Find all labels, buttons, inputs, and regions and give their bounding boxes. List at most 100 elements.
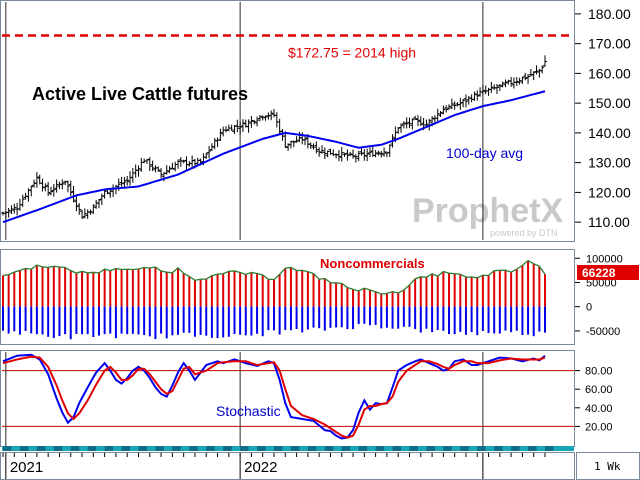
ohlc-bar	[319, 145, 324, 154]
ohlc-bar	[65, 180, 70, 193]
ohlc-bar	[435, 108, 440, 122]
strip-segment	[240, 446, 249, 451]
cot-last-value-bg	[577, 265, 639, 280]
ohlc-bar	[526, 74, 531, 84]
ohlc-bar	[444, 105, 449, 113]
strip-segment	[19, 446, 29, 451]
ohlc-bar	[509, 76, 514, 87]
stochastic-d-line	[2, 355, 546, 439]
ohlc-bar	[170, 162, 175, 170]
ohlc-bar	[164, 165, 169, 175]
ohlc-bar	[277, 118, 282, 134]
ohlc-bar	[232, 125, 237, 135]
ohlc-bar	[125, 175, 130, 186]
cot-last-value-badge: 66228	[577, 265, 639, 280]
price-tick-label: 150.00	[588, 95, 631, 111]
ohlc-bar	[438, 111, 443, 117]
ohlc-bar	[543, 55, 547, 67]
strip-segment	[375, 446, 385, 451]
ohlc-bar	[537, 68, 542, 78]
ohlc-bar	[415, 115, 420, 127]
stochastic-lines	[2, 353, 546, 440]
ohlc-bar	[224, 126, 229, 133]
ohlc-bar	[311, 143, 316, 150]
periodicity-label: 1 Wk	[594, 460, 621, 473]
strip-segment	[290, 446, 300, 451]
ohlc-bar	[495, 83, 500, 94]
ohlc-bar	[159, 168, 164, 179]
ohlc-bar	[283, 131, 288, 148]
strip-segment	[53, 446, 63, 451]
ohlc-bar	[534, 65, 539, 75]
ohlc-bar	[362, 149, 367, 161]
ohlc-bar	[503, 79, 508, 88]
ma-100-day-line	[2, 90, 546, 224]
ohlc-bar	[466, 95, 471, 105]
strip-bg	[2, 446, 574, 451]
ohlc-bar	[523, 72, 528, 81]
ohlc-bar	[424, 119, 429, 127]
ohlc-bar	[91, 204, 96, 214]
ohlc-bar	[46, 182, 51, 196]
x-axis-panel	[0, 452, 575, 480]
ohlc-bar	[528, 68, 533, 77]
strip-segment	[324, 446, 334, 451]
ohlc-bar	[367, 147, 372, 158]
ohlc-bar	[517, 77, 522, 85]
ohlc-bar	[291, 140, 296, 148]
x-axis-label: 2021	[10, 459, 43, 476]
stochastic-bottom-strip	[2, 446, 574, 451]
stochastic-vlines	[5, 352, 484, 446]
ohlc-bar	[6, 208, 11, 218]
cot-bars	[2, 260, 546, 340]
stochastic-axis: 80.00 60.00 40.00 20.00	[575, 366, 613, 433]
strip-segment	[121, 446, 131, 451]
ohlc-bar	[458, 97, 463, 110]
ohlc-bar	[238, 121, 243, 135]
ohlc-bar	[461, 98, 466, 108]
ohlc-bar	[218, 128, 223, 142]
cot-panel[interactable]	[0, 249, 575, 345]
watermark-sub: powered by DTN	[490, 228, 558, 238]
ohlc-bar	[373, 149, 378, 158]
ohlc-bar	[342, 152, 347, 157]
price-vlines	[5, 2, 484, 240]
cot-tick-label: 100000	[586, 253, 623, 265]
ohlc-bar	[480, 85, 485, 96]
ohlc-bar	[54, 179, 59, 193]
ohlc-bar	[60, 179, 65, 190]
ohlc-bar	[531, 71, 536, 80]
ohlc-bar	[322, 147, 327, 160]
stochastic-label: Stochastic	[216, 403, 281, 419]
ohlc-bar	[286, 143, 291, 151]
strip-segment	[138, 446, 147, 451]
x-axis: 2021 2022	[2, 453, 546, 479]
strip-segment	[477, 446, 486, 451]
ohlc-bar	[85, 209, 90, 219]
strip-segment	[206, 446, 215, 451]
price-axis: 180.00 170.00 160.00 150.00 140.00 130.00 120.…	[575, 6, 631, 230]
strip-segment	[257, 446, 266, 451]
ohlc-bar	[303, 136, 308, 146]
ohlc-bar	[26, 188, 31, 202]
price-bars	[1, 55, 547, 219]
ohlc-bar	[43, 183, 48, 192]
ohlc-bar	[147, 157, 152, 171]
strip-segment	[392, 446, 402, 451]
ohlc-bar	[325, 150, 330, 158]
ohlc-bar	[266, 112, 271, 120]
ohlc-bar	[184, 156, 189, 171]
ohlc-bar	[449, 98, 454, 110]
ohlc-bar	[71, 185, 76, 203]
ohlc-bar	[80, 209, 85, 219]
ohlc-bar	[413, 115, 418, 120]
ohlc-bar	[263, 115, 268, 121]
price-tick-label: 170.00	[588, 36, 631, 52]
ohlc-bar	[20, 194, 25, 208]
ohlc-bar	[156, 166, 161, 172]
strip-segment	[274, 446, 283, 451]
ohlc-bar	[88, 209, 93, 215]
cot-label: Noncommercials	[320, 256, 425, 271]
cot-net-line	[2, 259, 546, 295]
strip-segment	[104, 446, 114, 451]
